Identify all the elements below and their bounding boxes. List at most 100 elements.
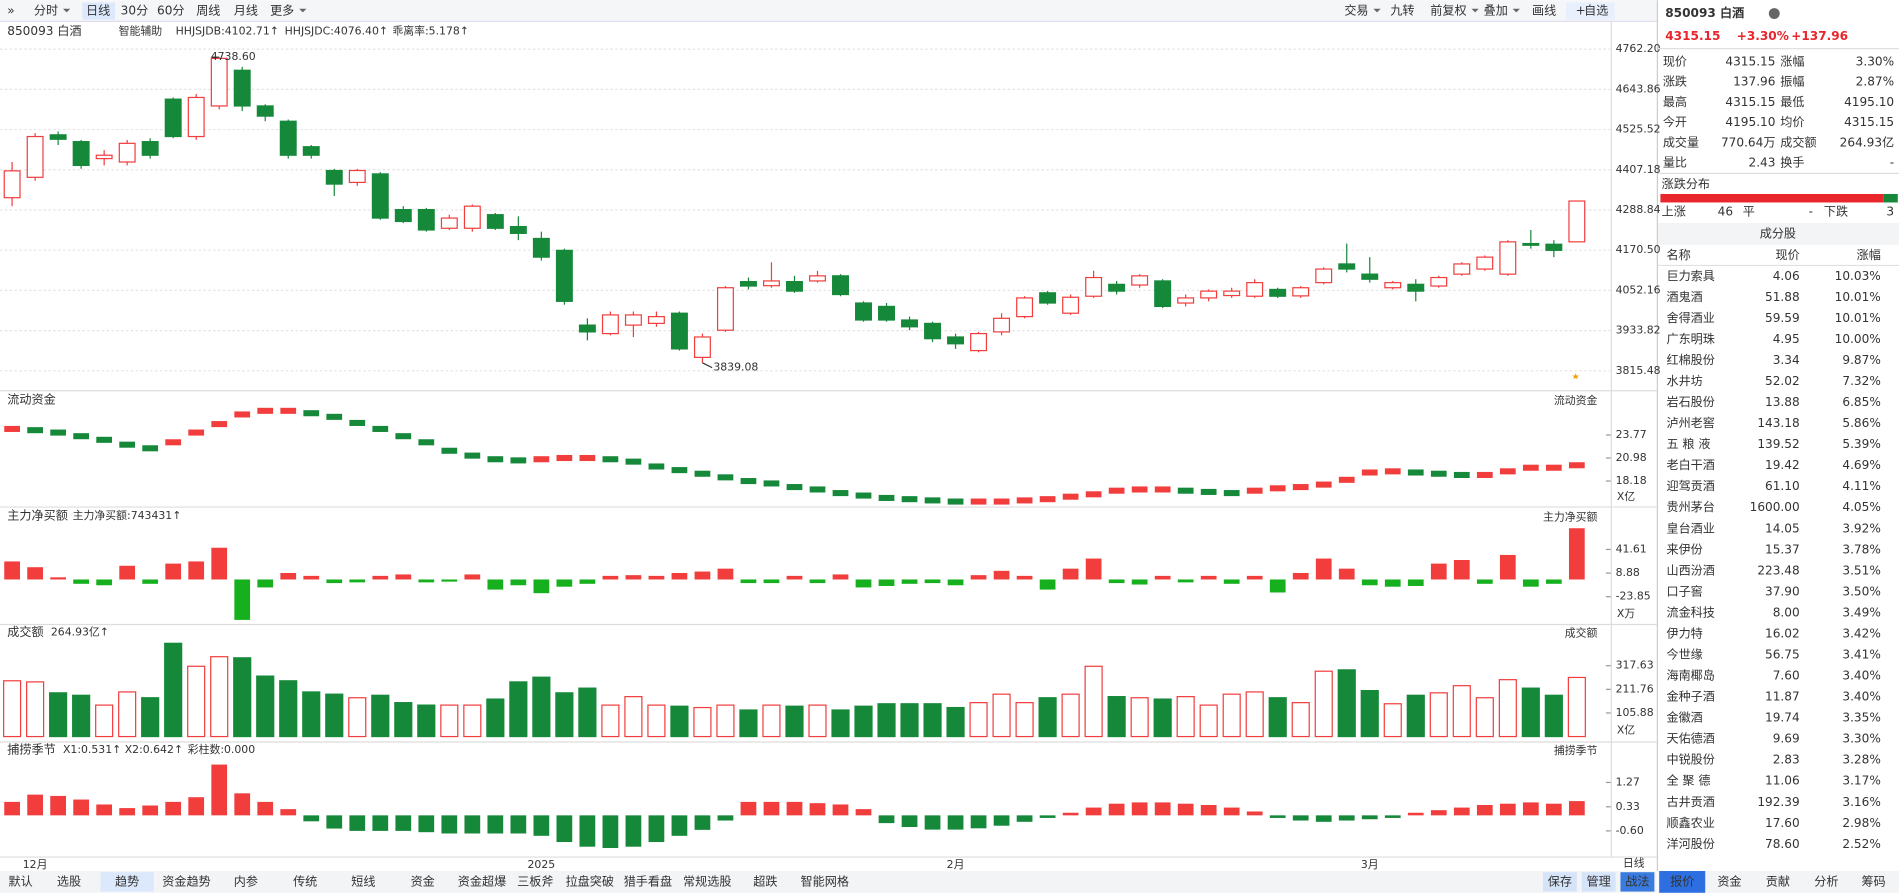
stat-value: 770.64万 (1721, 135, 1775, 149)
bottom-tab[interactable]: 资金 (411, 873, 435, 888)
stock-row-name[interactable]: 老白干酒 (1666, 457, 1714, 472)
side-tab[interactable]: 筹码 (1861, 874, 1885, 888)
stock-row-name[interactable]: 古井贡酒 (1666, 794, 1714, 809)
stock-row-name[interactable]: 皇台酒业 (1666, 520, 1714, 535)
flow-marker (533, 456, 550, 463)
candle-body (601, 314, 619, 335)
stock-row-name[interactable]: 巨力索具 (1666, 269, 1714, 283)
bar (763, 579, 780, 584)
bar (1269, 815, 1286, 818)
action-button[interactable]: 战法 (1625, 874, 1649, 888)
stock-row-name[interactable]: 伊力特 (1666, 625, 1702, 640)
period-tab[interactable]: 分时 (34, 4, 58, 18)
volume-bar (394, 702, 413, 738)
bottom-tab[interactable]: 趋势 (115, 874, 139, 888)
stock-row-name[interactable]: 来伊份 (1666, 542, 1702, 556)
bar (188, 797, 205, 816)
stock-row-name[interactable]: 顺鑫农业 (1666, 815, 1714, 830)
stock-row-name[interactable]: 金徽酒 (1666, 710, 1702, 725)
bottom-tab[interactable]: 资金超爆 (458, 873, 506, 888)
tool-button[interactable]: 自选 (1584, 4, 1608, 18)
action-button[interactable]: 管理 (1587, 873, 1611, 888)
volume-bar (969, 702, 988, 738)
period-tab[interactable]: 更多 (270, 4, 294, 18)
side-tab[interactable]: 资金 (1717, 873, 1741, 888)
bar (73, 579, 90, 584)
action-button[interactable]: 保存 (1548, 874, 1572, 888)
period-tab[interactable]: 60分 (157, 4, 185, 18)
volume-bar (762, 704, 781, 738)
stock-row-name[interactable]: 今世缘 (1666, 647, 1702, 662)
bar (878, 579, 895, 586)
period-tab[interactable]: 30分 (121, 4, 149, 18)
stock-row-name[interactable]: 贵州茅台 (1666, 499, 1714, 514)
bottom-tab[interactable]: 智能网格 (801, 873, 849, 888)
stat-label: 最高 (1663, 94, 1687, 109)
stock-row-name[interactable]: 海南椰岛 (1666, 668, 1714, 683)
stock-row-name[interactable]: 天佑德酒 (1666, 731, 1714, 746)
side-tab[interactable]: 分析 (1814, 874, 1838, 888)
star-icon[interactable] (1572, 373, 1580, 380)
bottom-tab[interactable]: 资金趋势 (162, 873, 210, 888)
bar (1223, 579, 1240, 584)
stock-row-name[interactable]: 酒鬼酒 (1666, 289, 1702, 304)
stock-row-name[interactable]: 流金科技 (1666, 604, 1714, 619)
expand-icon[interactable]: » (7, 4, 14, 18)
tool-button[interactable]: 九转 (1390, 3, 1414, 18)
stock-row-name[interactable]: 金种子酒 (1666, 689, 1714, 704)
stock-row-name[interactable]: 五 粮 液 (1666, 436, 1710, 451)
bottom-tab[interactable]: 常规选股 (683, 873, 731, 888)
volume-bar (1199, 704, 1218, 738)
bar (694, 815, 711, 830)
period-tab[interactable]: 月线 (234, 4, 258, 18)
side-tab[interactable]: 贡献 (1766, 873, 1790, 888)
stock-row-name[interactable]: 迎驾贡酒 (1666, 479, 1714, 493)
info-icon (1768, 8, 1780, 19)
bar (878, 815, 895, 824)
bottom-tab[interactable]: 超跌 (753, 873, 777, 888)
stock-row-name[interactable]: 水井坊 (1666, 373, 1702, 388)
bar (832, 574, 849, 580)
side-tab[interactable]: 报价 (1670, 873, 1694, 888)
stock-row-name[interactable]: 舍得酒业 (1666, 310, 1714, 325)
bottom-tab[interactable]: 三板斧 (517, 874, 553, 888)
period-tab[interactable]: 周线 (196, 4, 220, 18)
candle-body (1476, 256, 1494, 270)
stock-row-name[interactable]: 山西汾酒 (1666, 563, 1714, 577)
panel-title-right: 流动资金 (1554, 393, 1598, 407)
bar (694, 571, 711, 580)
tool-button[interactable]: 前复权 (1430, 3, 1466, 18)
volume-bar (463, 704, 482, 738)
stock-row-name[interactable]: 红棉股份 (1666, 352, 1714, 367)
bottom-tab[interactable]: 传统 (293, 873, 317, 888)
volume-bar (1544, 694, 1563, 738)
stock-row-name[interactable]: 泸州老窖 (1666, 415, 1714, 430)
bottom-tab[interactable]: 默认 (8, 873, 32, 888)
stock-row-name[interactable]: 口子窖 (1666, 583, 1702, 598)
bottom-tab[interactable]: 猎手看盘 (624, 873, 672, 888)
stock-row-name[interactable]: 广东明珠 (1666, 332, 1714, 346)
stock-row-name[interactable]: 全 聚 德 (1666, 773, 1710, 788)
volume-bar (1521, 687, 1540, 738)
flow-marker (142, 445, 159, 452)
stock-row-name[interactable]: 中锐股份 (1666, 752, 1714, 767)
bottom-tab[interactable]: 选股 (57, 874, 81, 888)
tool-button[interactable]: 交易 (1344, 3, 1368, 18)
period-tab[interactable]: 日线 (86, 4, 110, 18)
tool-button[interactable]: 画线 (1532, 4, 1556, 18)
bar (1338, 815, 1355, 821)
candle-body (233, 69, 251, 107)
stock-row-name[interactable]: 洋河股份 (1666, 836, 1714, 851)
bottom-tab[interactable]: 内参 (234, 873, 258, 888)
active-tab-bg (100, 872, 154, 892)
tool-button[interactable]: 叠加 (1484, 4, 1508, 18)
bottom-tab[interactable]: 拉盘突破 (566, 873, 614, 888)
bottom-tab[interactable]: 短线 (351, 874, 375, 888)
flow-marker (1545, 464, 1562, 471)
stock-row-price: 143.18 (1757, 416, 1799, 430)
bar (188, 561, 205, 580)
stock-row-name[interactable]: 岩石股份 (1666, 394, 1714, 409)
flow-marker (418, 439, 435, 446)
candle-body (924, 322, 942, 340)
candle-body (3, 170, 21, 199)
